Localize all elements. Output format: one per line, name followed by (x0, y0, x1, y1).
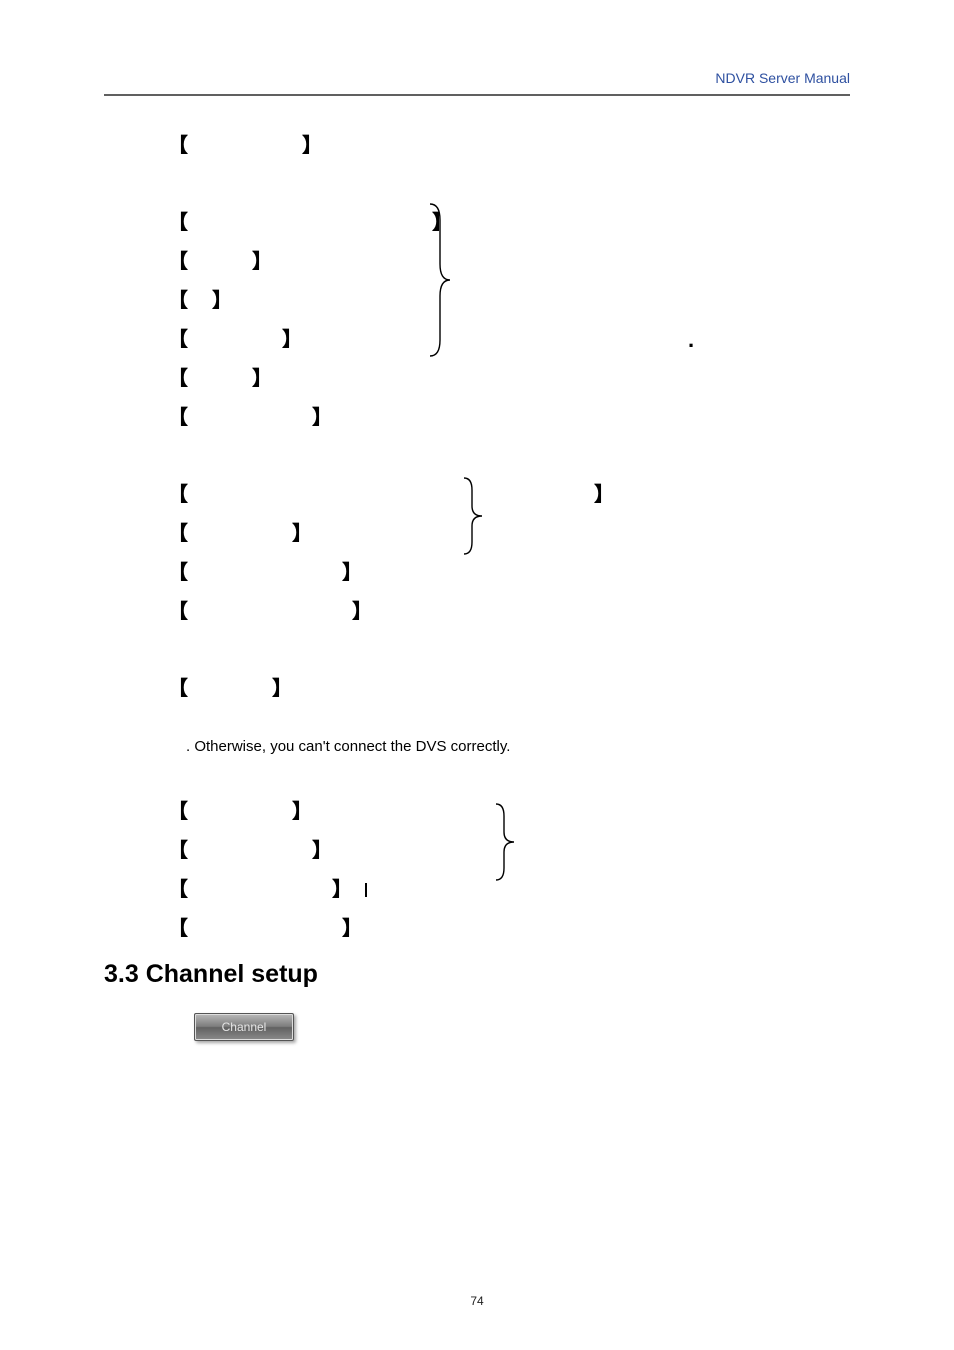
bracket-row-13: 【 】 (104, 790, 850, 829)
bracket-row-3: 【 】 (104, 240, 850, 279)
bracket-row-12: 【 】 (104, 667, 850, 706)
page-content: 【 】 【 】 【 】 【 】 【 】 . 【 (104, 88, 850, 1041)
bracket-row-8: 【 】 (104, 473, 850, 512)
bracket-row-10: 【 】 (104, 551, 850, 590)
bracket-row-15: 【 】 (104, 868, 850, 907)
header-manual-label: NDVR Server Manual (715, 70, 850, 86)
text-line-dvs: . Otherwise, you can't connect the DVS c… (104, 732, 850, 760)
channel-button[interactable]: Channel (194, 1013, 294, 1041)
bracket-row-4: 【 】 (104, 279, 850, 318)
bracket-row-7: 【 】 (104, 396, 850, 435)
bracket-row-6: 【 】 (104, 357, 850, 396)
bracket-row-2: 【 】 (104, 201, 850, 240)
bracket-row-16: 【 】 (104, 907, 850, 946)
close-bracket: 】 (302, 129, 318, 158)
open-bracket: 【 (168, 129, 184, 158)
trailing-period: . (688, 327, 694, 353)
section-heading: 3.3 Channel setup (104, 960, 850, 989)
page-number: 74 (0, 1294, 954, 1308)
tick-mark (365, 883, 367, 897)
bracket-row-11: 【 】 (104, 590, 850, 629)
bracket-row-5: 【 】 . (104, 318, 850, 357)
bracket-row-9: 【 】 (104, 512, 850, 551)
bracket-row-1: 【 】 (104, 124, 850, 163)
bracket-row-14: 【 】 (104, 829, 850, 868)
